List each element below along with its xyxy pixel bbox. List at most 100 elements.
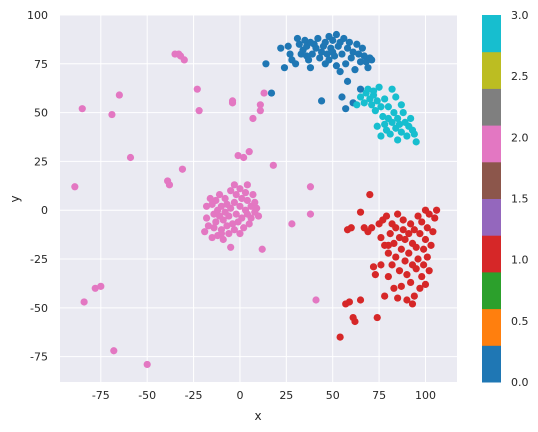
scatter-point: [397, 101, 405, 109]
scatter-point: [241, 189, 250, 197]
scatter-point: [206, 194, 214, 203]
scatter-point: [204, 222, 213, 230]
scatter-point: [245, 148, 253, 156]
scatter-point: [178, 165, 187, 173]
scatter-point: [414, 255, 422, 263]
scatter-point: [427, 241, 435, 249]
plot-area: [60, 15, 457, 382]
colorbar-segment: [482, 15, 501, 53]
scatter-point: [340, 34, 348, 43]
scatter-point: [388, 118, 396, 126]
scatter-point: [330, 52, 339, 60]
scatter-point: [412, 243, 420, 251]
scatter-point: [377, 103, 385, 111]
scatter-point: [277, 44, 285, 52]
scatter-point: [394, 294, 402, 302]
scatter-point: [373, 97, 381, 105]
scatter-point: [71, 183, 79, 191]
scatter-point: [384, 249, 392, 257]
scatter-point: [392, 253, 400, 261]
scatter-point: [332, 62, 341, 70]
scatter-point: [431, 214, 439, 222]
scatter-point: [171, 50, 179, 58]
scatter-point: [338, 50, 346, 58]
scatter-point: [230, 198, 238, 207]
scatter-point: [227, 187, 235, 195]
scatter-point: [306, 64, 315, 72]
scatter-point: [353, 40, 361, 48]
scatter-point: [314, 34, 322, 43]
scatter-point: [386, 230, 394, 238]
scatter-point: [267, 89, 276, 97]
scatter-point: [356, 208, 365, 216]
scatter-point: [353, 101, 361, 109]
x-axis-label: x: [254, 409, 261, 423]
scatter-point: [373, 313, 381, 322]
scatter-point: [110, 347, 118, 355]
scatter-point: [312, 44, 320, 52]
scatter-point: [280, 64, 289, 72]
scatter-point: [382, 212, 391, 220]
scatter-point: [238, 214, 246, 222]
x-tick-label: 50: [326, 389, 340, 402]
colorbar-tick-label: 1.0: [511, 254, 529, 267]
scatter-point: [228, 220, 237, 228]
scatter-point: [395, 267, 404, 275]
scatter-point: [423, 224, 431, 232]
scatter-point: [369, 263, 378, 271]
colorbar-segment: [482, 51, 501, 89]
scatter-point: [349, 48, 357, 56]
scatter-point: [347, 54, 355, 62]
scatter-point: [217, 202, 225, 210]
scatter-point: [392, 93, 400, 101]
scatter-point: [408, 300, 417, 308]
scatter-point: [249, 114, 257, 123]
x-tick-label: 100: [415, 389, 436, 402]
scatter-point: [381, 95, 389, 103]
scatter-point: [217, 230, 225, 238]
scatter-point: [312, 296, 320, 304]
scatter-point: [390, 109, 398, 117]
colorbar-segment: [482, 198, 501, 236]
scatter-point: [364, 64, 372, 72]
scatter-point: [301, 36, 309, 44]
scatter-point: [366, 190, 374, 199]
colorbar-segment: [482, 271, 501, 310]
scatter-point: [240, 153, 248, 162]
scatter-point: [97, 282, 105, 290]
scatter-point: [416, 230, 424, 238]
scatter-point: [355, 50, 363, 58]
colorbar-tick-label: 0.5: [511, 315, 529, 328]
scatter-point: [386, 130, 394, 138]
scatter-point: [358, 44, 366, 52]
colorbar-segment: [482, 88, 501, 126]
scatter-point: [108, 110, 116, 119]
x-tick-label: -50: [138, 389, 156, 402]
y-tick-label: 50: [34, 107, 48, 120]
y-tick-labels: -75 -50 -25 0 25 50 75 100: [27, 9, 48, 364]
x-tick-label: 25: [279, 389, 293, 402]
scatter-point: [351, 66, 359, 74]
scatter-point: [392, 224, 400, 232]
scatter-point: [351, 317, 359, 326]
scatter-point: [418, 218, 426, 226]
scatter-point: [390, 239, 398, 247]
scatter-point: [251, 198, 259, 207]
scatter-point: [384, 272, 392, 281]
scatter-point: [343, 77, 352, 85]
x-tick-label: -25: [185, 389, 203, 402]
colorbar-segment: [482, 161, 501, 199]
colorbar: [482, 15, 501, 383]
scatter-point: [360, 99, 368, 107]
y-tick-label: 0: [41, 204, 48, 217]
scatter-point: [401, 235, 409, 244]
scatter-points: [71, 30, 441, 369]
colorbar-tick-label: 3.0: [511, 9, 529, 22]
scatter-point: [356, 58, 365, 66]
scatter-point: [308, 50, 316, 58]
scatter-point: [360, 52, 368, 60]
scatter-point: [394, 136, 402, 144]
colorbar-tick-label: 1.5: [511, 193, 529, 206]
scatter-point: [247, 214, 255, 222]
scatter-point: [219, 216, 227, 224]
